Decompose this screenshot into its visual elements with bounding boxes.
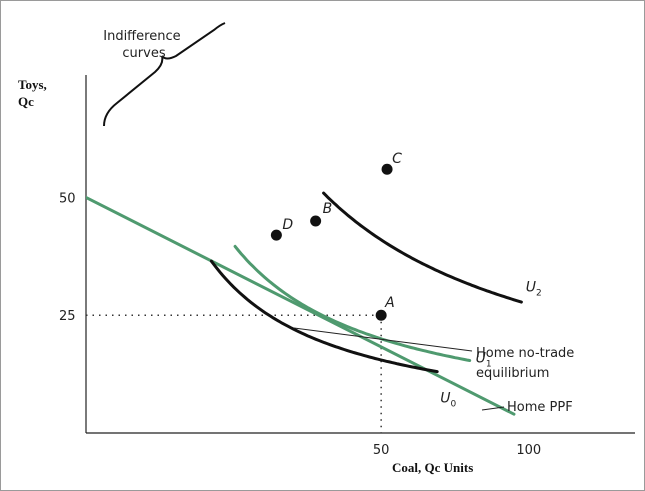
point-label: C — [392, 151, 402, 167]
curve-label: U2 — [526, 280, 542, 299]
equilibrium-label: Home no-trade equilibrium — [476, 346, 578, 381]
point-label: B — [323, 201, 333, 217]
y-axis-label: Toys, Qc — [18, 77, 50, 109]
ppf-line — [86, 195, 516, 416]
curves — [86, 191, 523, 416]
y-tick-label: 25 — [59, 309, 76, 324]
indifference-curve-U1 — [233, 244, 472, 362]
point-A — [375, 309, 387, 321]
brace-shape — [103, 22, 226, 127]
x-tick-label: 100 — [516, 443, 541, 458]
curve-label: U0 — [440, 390, 456, 409]
y-tick-label: 50 — [59, 191, 76, 206]
point-D — [270, 229, 282, 241]
indifference-curve-U2 — [322, 191, 523, 304]
ppf-pointer — [481, 406, 505, 411]
point-B — [310, 215, 322, 227]
brace-label: Indifference curves — [103, 29, 184, 61]
equilibrium-pointer — [293, 327, 473, 352]
x-tick-label: 50 — [373, 443, 390, 458]
tick-labels: 50 100 50 25 — [59, 191, 541, 458]
point-label: A — [384, 295, 395, 311]
indifference-brace: Indifference curves — [103, 22, 226, 127]
indifference-curve-U0 — [209, 259, 439, 374]
points: A B C D — [270, 151, 402, 321]
ppf-annotation: Home PPF — [481, 400, 573, 415]
point-label: D — [282, 217, 293, 233]
ppf-label: Home PPF — [507, 400, 573, 415]
reference-lines — [86, 314, 382, 433]
x-axis-label: Coal, Qc Units — [392, 460, 473, 475]
point-C — [381, 163, 393, 175]
equilibrium-annotation: Home no-trade equilibrium — [293, 327, 578, 381]
